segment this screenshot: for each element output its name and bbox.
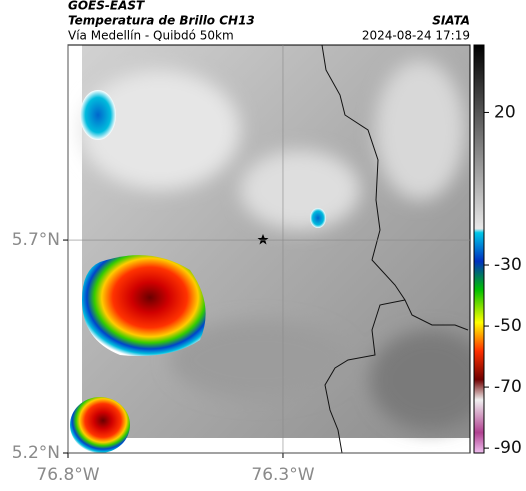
colorbar [473, 44, 485, 454]
subtitle: Vía Medellín - Quibdó 50km [68, 29, 234, 43]
x-tick-label: 76.8°W [36, 465, 99, 485]
colorbar-tick-label: -50 [494, 316, 522, 336]
y-tick-label: 5.7°N [12, 230, 60, 250]
colorbar-tick-label: -30 [494, 255, 522, 275]
y-tick-label: 5.2°N [12, 443, 60, 463]
credit: SIATA [432, 14, 470, 28]
colorbar-tick-label: -70 [494, 377, 522, 397]
location-marker [257, 234, 269, 245]
colorbar-tick-label: -90 [494, 438, 522, 458]
source: GOES-EAST [68, 0, 145, 13]
satellite-image [68, 45, 470, 453]
title: Temperatura de Brillo CH13 [68, 14, 255, 28]
timestamp: 2024-08-24 17:19 [362, 29, 470, 43]
x-tick-label: 76.3°W [251, 465, 314, 485]
colorbar-tick-label: 20 [494, 102, 516, 122]
